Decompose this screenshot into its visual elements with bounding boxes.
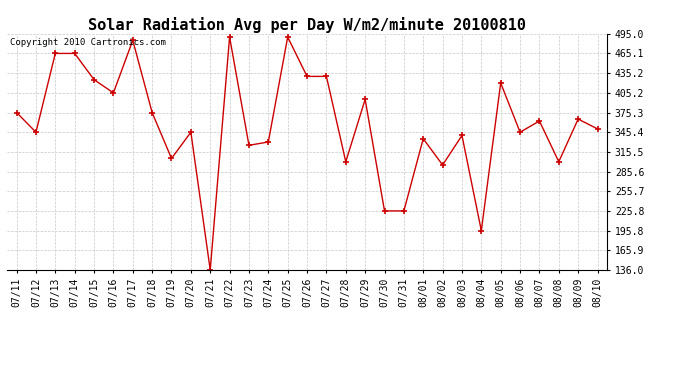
Title: Solar Radiation Avg per Day W/m2/minute 20100810: Solar Radiation Avg per Day W/m2/minute … [88, 16, 526, 33]
Text: Copyright 2010 Cartronics.com: Copyright 2010 Cartronics.com [10, 39, 166, 48]
